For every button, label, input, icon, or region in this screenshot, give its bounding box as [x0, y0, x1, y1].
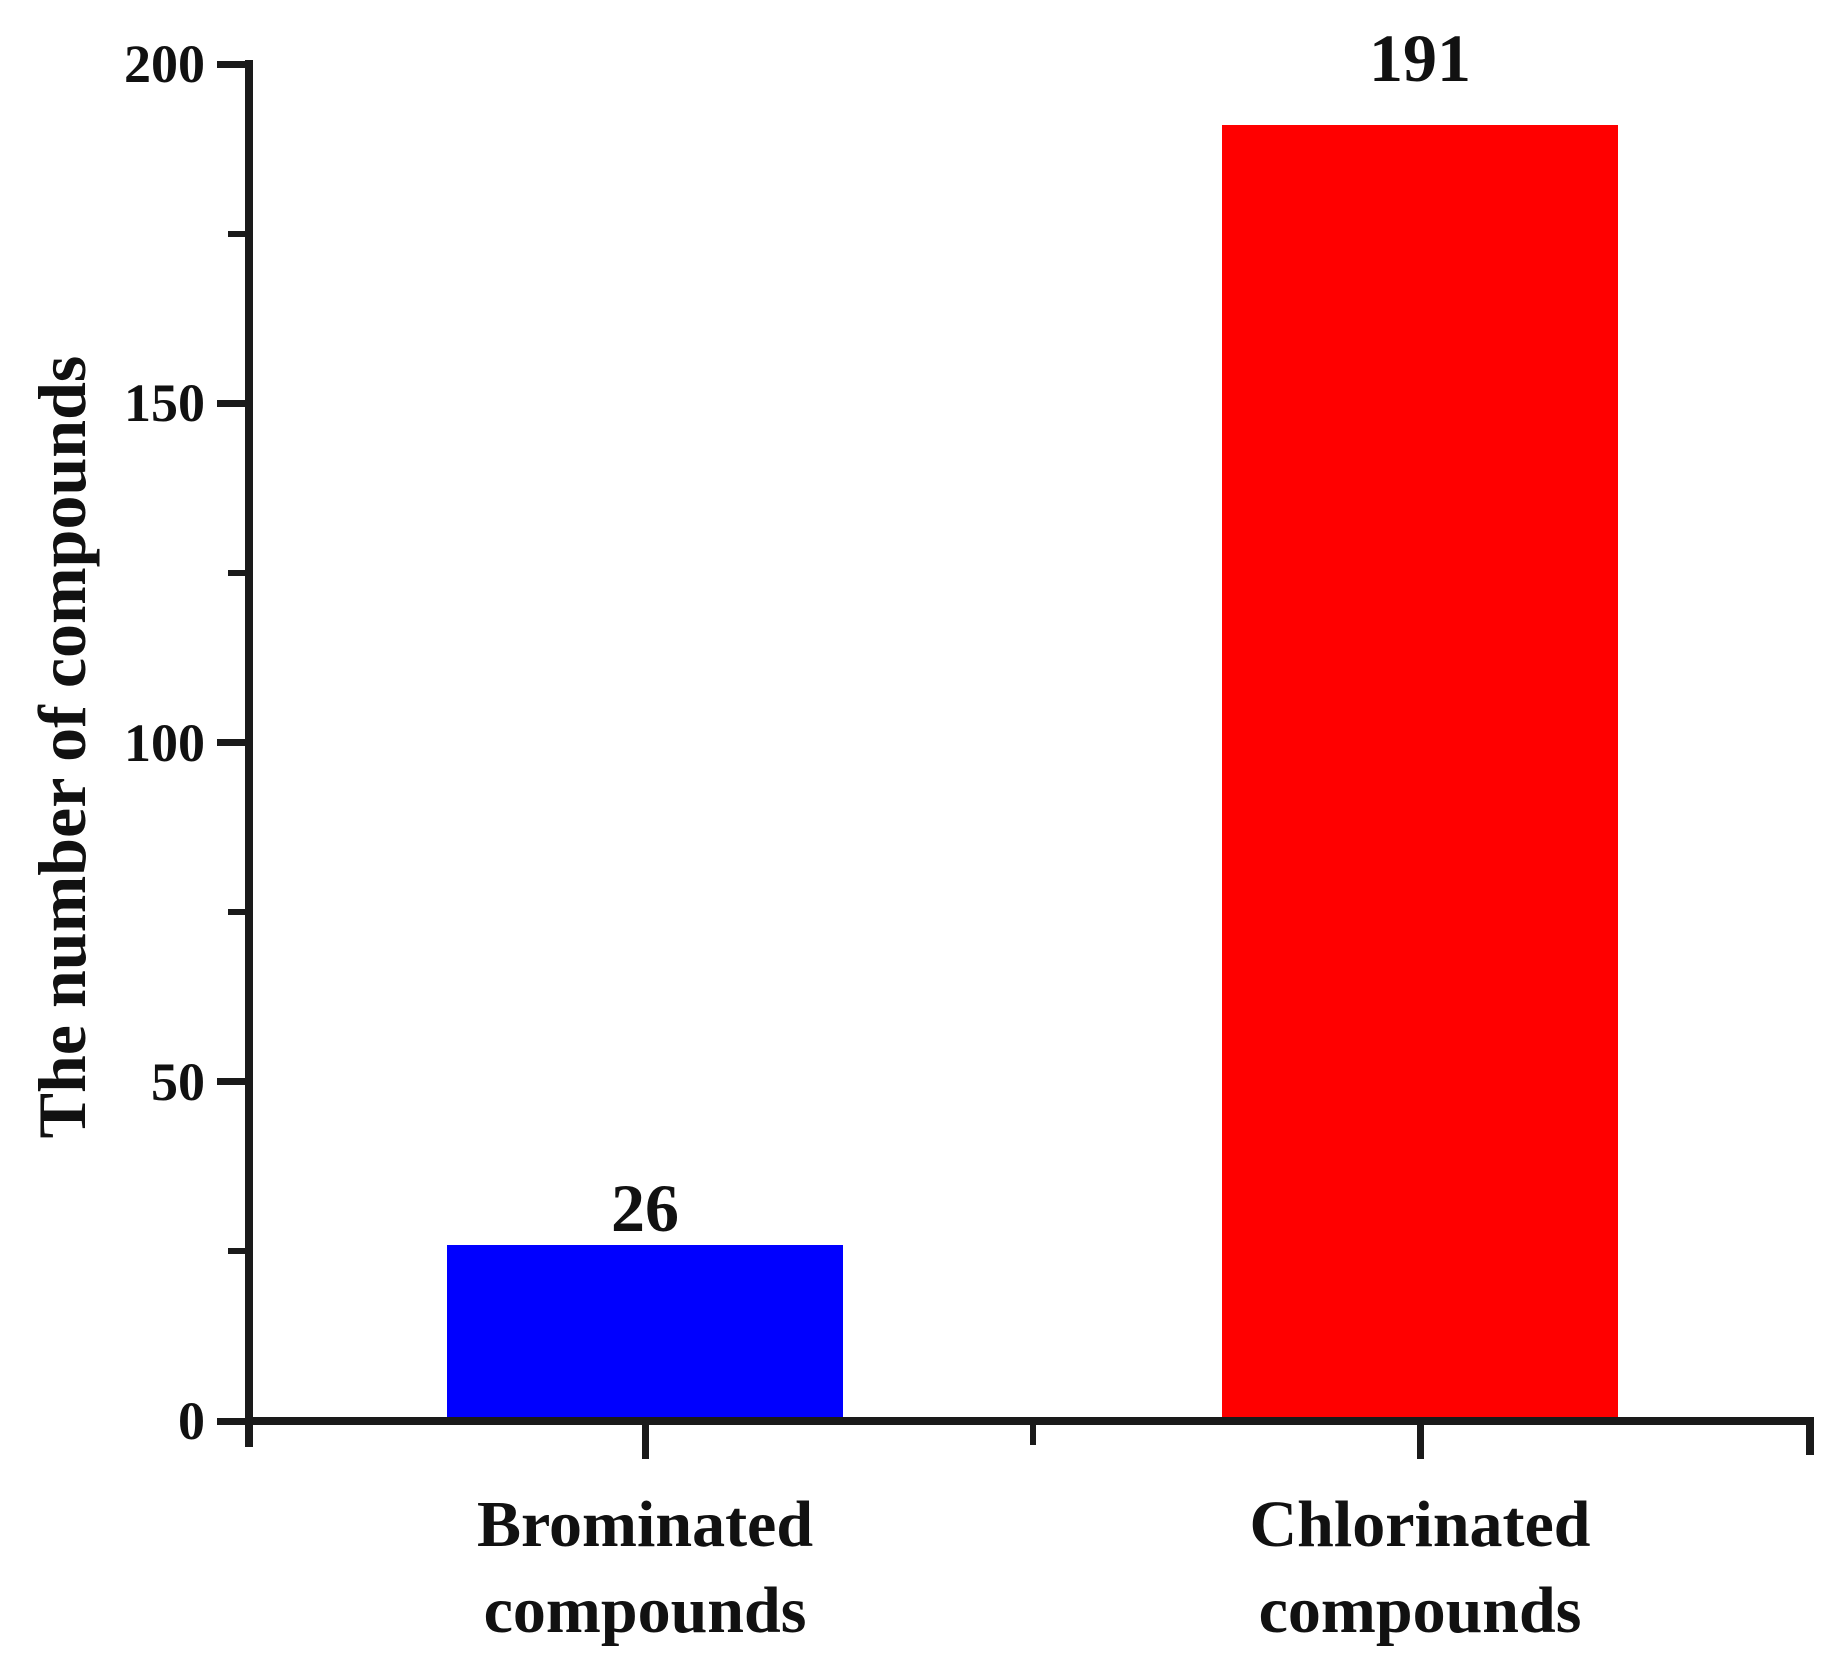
y-tick-label: 0 — [178, 1391, 205, 1451]
y-tick-label: 150 — [124, 373, 205, 434]
y-tick-label: 50 — [151, 1051, 205, 1112]
bar-chlorinated-compounds — [1222, 125, 1618, 1417]
x-minor-tick — [1029, 1425, 1036, 1445]
y-major-tick — [217, 739, 245, 746]
bar-value-label-chlorinated: 191 — [1369, 20, 1471, 97]
category-label-brominated: Brominated compounds — [476, 1488, 814, 1647]
bar-brominated-compounds — [447, 1244, 843, 1417]
y-major-tick — [217, 399, 245, 407]
bar-value-label-brominated: 26 — [611, 1169, 679, 1246]
y-minor-tick — [228, 909, 245, 916]
y-minor-tick — [228, 230, 245, 237]
x-major-tick — [1416, 1425, 1424, 1459]
y-major-tick — [217, 1417, 245, 1425]
y-minor-tick — [228, 569, 245, 576]
x-major-tick — [641, 1425, 649, 1459]
y-major-tick — [217, 1078, 245, 1086]
y-major-tick — [217, 60, 245, 68]
y-axis-line — [245, 60, 253, 1447]
category-label-chlorinated: Chlorinated compounds — [1249, 1488, 1591, 1647]
y-tick-label: 100 — [124, 712, 205, 773]
y-tick-label: 200 — [124, 34, 205, 94]
x-axis-line — [245, 1417, 1814, 1425]
y-minor-tick — [228, 1248, 245, 1255]
x-axis-end-cap — [1806, 1417, 1814, 1455]
